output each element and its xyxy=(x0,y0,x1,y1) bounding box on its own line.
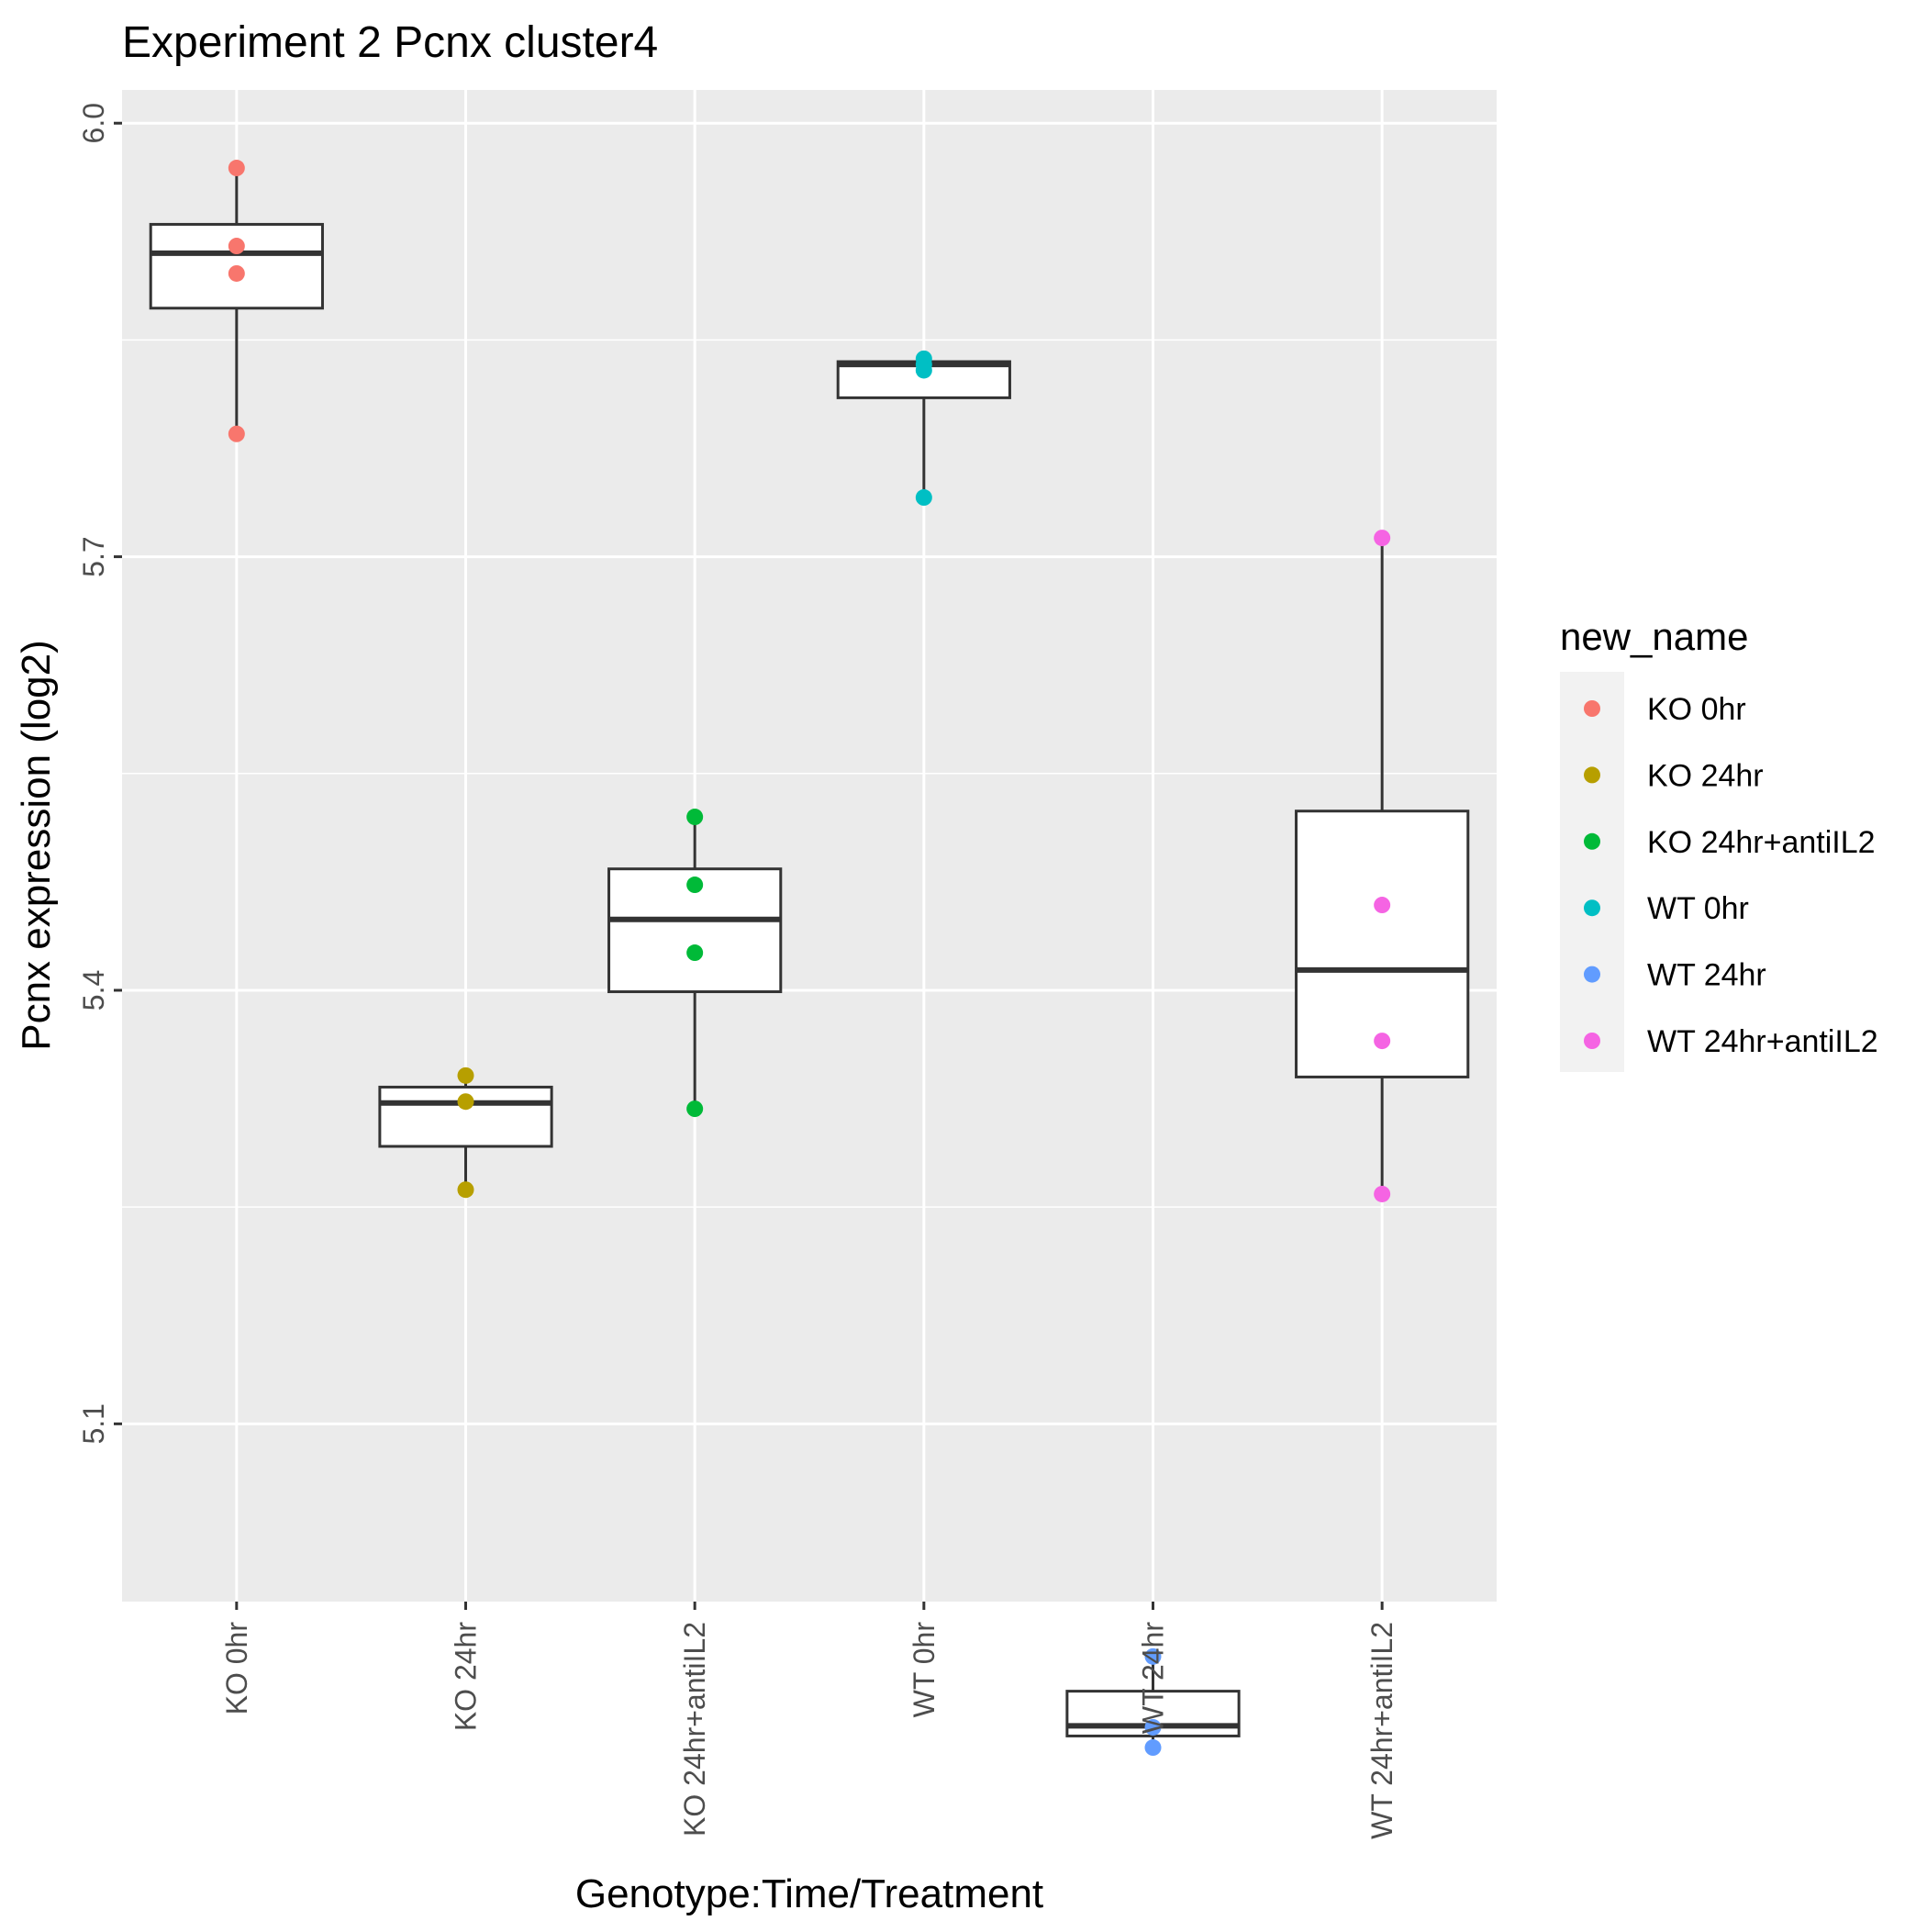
data-point xyxy=(457,1067,474,1084)
data-point xyxy=(457,1181,474,1199)
legend-marker xyxy=(1584,766,1600,784)
data-point xyxy=(1144,1718,1162,1736)
data-point xyxy=(228,238,245,255)
legend-marker xyxy=(1584,700,1600,717)
data-point xyxy=(686,877,704,894)
legend-marker xyxy=(1584,899,1600,917)
data-point xyxy=(1374,897,1391,914)
x-tick-label: KO 0hr xyxy=(220,1622,253,1715)
x-tick-label: KO 24hr+antiIL2 xyxy=(678,1622,711,1837)
y-tick-label: 5.1 xyxy=(77,1403,110,1444)
data-point xyxy=(1374,1185,1391,1202)
data-point xyxy=(686,944,704,962)
legend-entry: WT 24hr xyxy=(1647,958,1766,993)
data-point xyxy=(1374,1033,1391,1050)
legend-entry: KO 24hr xyxy=(1647,758,1764,793)
legend-marker xyxy=(1584,1033,1600,1049)
y-tick-label: 5.7 xyxy=(77,536,110,576)
data-point xyxy=(1144,1739,1162,1757)
x-tick-label: KO 24hr xyxy=(450,1622,483,1732)
data-point xyxy=(1144,1647,1162,1665)
data-point xyxy=(915,362,932,379)
y-tick-label: 5.4 xyxy=(77,970,110,1011)
legend-title: new_name xyxy=(1560,615,1748,658)
data-point xyxy=(915,489,932,507)
legend-marker xyxy=(1584,832,1600,850)
x-tick-label: WT 0hr xyxy=(908,1622,941,1718)
x-axis-title: Genotype:Time/Treatment xyxy=(575,1871,1043,1916)
data-point xyxy=(228,425,245,442)
data-point xyxy=(228,160,245,177)
data-point xyxy=(1374,530,1391,547)
y-axis-title: Pcnx expression (log2) xyxy=(14,640,59,1051)
data-point xyxy=(686,1100,704,1118)
legend-entry: WT 24hr+antiIL2 xyxy=(1647,1024,1878,1059)
y-tick-label: 6.0 xyxy=(77,103,110,143)
data-points xyxy=(228,160,1391,1757)
legend-entry: KO 24hr+antiIL2 xyxy=(1647,825,1876,860)
legend-entry: WT 0hr xyxy=(1647,891,1749,926)
data-point xyxy=(457,1093,474,1111)
legend: new_name KO 0hr KO 24hr KO 24hr+antiIL2 WT … xyxy=(1560,615,1878,1072)
plot-panel xyxy=(122,90,1497,1602)
x-tick-label: WT 24hr+antiIL2 xyxy=(1365,1622,1398,1839)
data-point xyxy=(228,264,245,282)
chart-title: Experiment 2 Pcnx cluster4 xyxy=(122,18,658,67)
x-tick-label: WT 24hr xyxy=(1137,1622,1170,1734)
legend-entry: KO 0hr xyxy=(1647,692,1746,727)
boxplots xyxy=(149,168,1470,1748)
data-point xyxy=(686,809,704,826)
legend-key-background xyxy=(1560,672,1624,1072)
axes: 5.1 5.4 5.7 6.0 KO 0hr KO 24hr KO 24hr+antiIL2… xyxy=(77,103,1398,1839)
legend-marker xyxy=(1584,966,1600,983)
